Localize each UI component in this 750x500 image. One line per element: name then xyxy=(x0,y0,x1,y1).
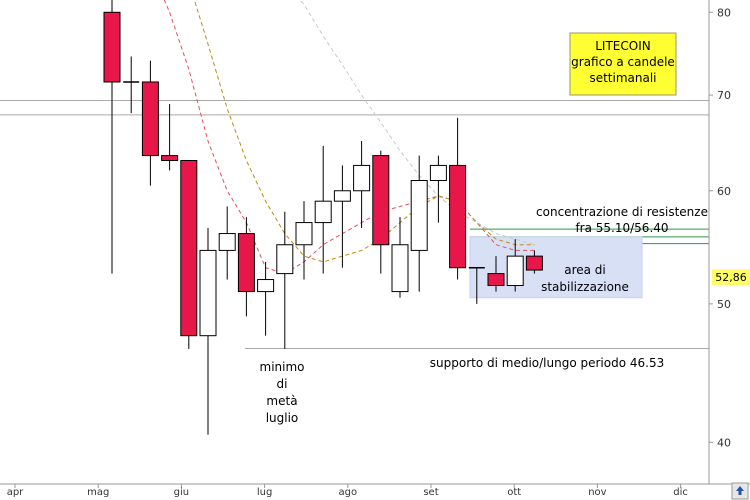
y-tick-label: 60 xyxy=(717,185,731,198)
candle xyxy=(218,206,236,280)
y-tick-label: 80 xyxy=(717,6,731,19)
candle-body xyxy=(487,273,505,287)
title-box-background xyxy=(569,32,677,96)
candle-body xyxy=(314,200,332,224)
candle xyxy=(333,165,351,268)
area-annotation-line-1: area di xyxy=(564,263,606,277)
candle xyxy=(103,0,121,274)
candle xyxy=(199,228,217,435)
y-tick-label: 50 xyxy=(717,298,731,311)
x-tick-label: ago xyxy=(339,487,358,498)
minimum-annotation-line-4: luglio xyxy=(266,411,299,425)
candle-body xyxy=(506,255,524,287)
candle-body xyxy=(180,159,198,337)
candle xyxy=(391,217,409,298)
x-tick-label: giu xyxy=(174,487,189,498)
candle xyxy=(257,261,275,336)
candle-body xyxy=(141,81,159,157)
title-line-1: LITECOIN xyxy=(595,39,650,53)
x-tick-label: lug xyxy=(257,487,272,498)
candle xyxy=(237,217,255,317)
y-tick-label: 40 xyxy=(717,436,731,449)
candle xyxy=(468,266,485,304)
stabilization-area xyxy=(469,236,643,299)
x-tick-label: dic xyxy=(673,487,688,498)
candle-body xyxy=(333,190,351,202)
arrow-up-icon xyxy=(736,486,744,495)
candle xyxy=(506,239,524,292)
candle-body xyxy=(410,180,428,251)
minimum-annotation-line-2: di xyxy=(277,377,288,391)
candle-body xyxy=(525,255,543,271)
candle-body xyxy=(429,164,447,182)
candle xyxy=(372,150,390,274)
annotations: concentrazione di resistenze fra 55.10/5… xyxy=(260,205,708,425)
area-annotation-line-2: stabilizzazione xyxy=(541,280,629,294)
candles xyxy=(103,0,543,435)
x-tick-label: apr xyxy=(7,487,24,498)
candle xyxy=(410,155,428,292)
candle-body xyxy=(218,233,236,251)
moving-average-line-ma-medium xyxy=(193,0,535,263)
last-price-label: 52,86 xyxy=(712,269,750,285)
candle xyxy=(180,159,198,349)
candle xyxy=(525,250,543,274)
candle-body xyxy=(276,244,294,275)
y-tick-label: 70 xyxy=(717,89,731,102)
candle-body xyxy=(372,155,390,246)
candle-body xyxy=(199,249,217,337)
candle-body xyxy=(391,244,409,293)
scroll-corner-icon[interactable] xyxy=(731,482,749,500)
candle-body xyxy=(449,164,467,269)
candle xyxy=(353,141,371,229)
support-annotation: supporto di medio/lungo periodo 46.53 xyxy=(430,356,664,370)
x-tick-label: set xyxy=(423,487,438,498)
candle-body xyxy=(353,164,371,192)
last-price-text: 52,86 xyxy=(715,271,747,284)
candle xyxy=(295,201,313,280)
moving-average-line-ma-slow xyxy=(299,0,535,246)
x-tick-label: ott xyxy=(507,487,521,498)
candle xyxy=(161,104,179,171)
candle-body xyxy=(295,222,313,246)
minimum-annotation-line-1: minimo xyxy=(260,360,305,374)
last-price-box xyxy=(712,269,750,285)
candle xyxy=(276,211,294,349)
resistance-annotation-line-2: fra 55.10/56.40 xyxy=(575,221,668,235)
candle xyxy=(449,117,467,280)
minimum-annotation-line-3: metà xyxy=(266,394,297,408)
candle xyxy=(141,60,159,186)
x-tick-label: mag xyxy=(87,487,109,498)
title-box: LITECOIN grafico a candele settimanali xyxy=(569,32,677,96)
resistance-annotation-line-1: concentrazione di resistenze xyxy=(536,205,708,219)
title-line-3: settimanali xyxy=(589,71,656,85)
candle-body xyxy=(161,155,179,161)
candle xyxy=(123,56,140,114)
candle-body xyxy=(237,233,255,293)
y-axis: 40 50 60 70 80 xyxy=(708,0,731,484)
candle xyxy=(314,145,332,274)
title-line-2: grafico a candele xyxy=(571,55,675,69)
candle-body xyxy=(103,11,121,83)
candle-body xyxy=(257,279,275,293)
x-tick-label: nov xyxy=(588,487,606,498)
x-axis: apr mag giu lug ago set ott nov dic xyxy=(0,483,750,498)
candle xyxy=(429,155,447,223)
candle xyxy=(487,256,505,292)
